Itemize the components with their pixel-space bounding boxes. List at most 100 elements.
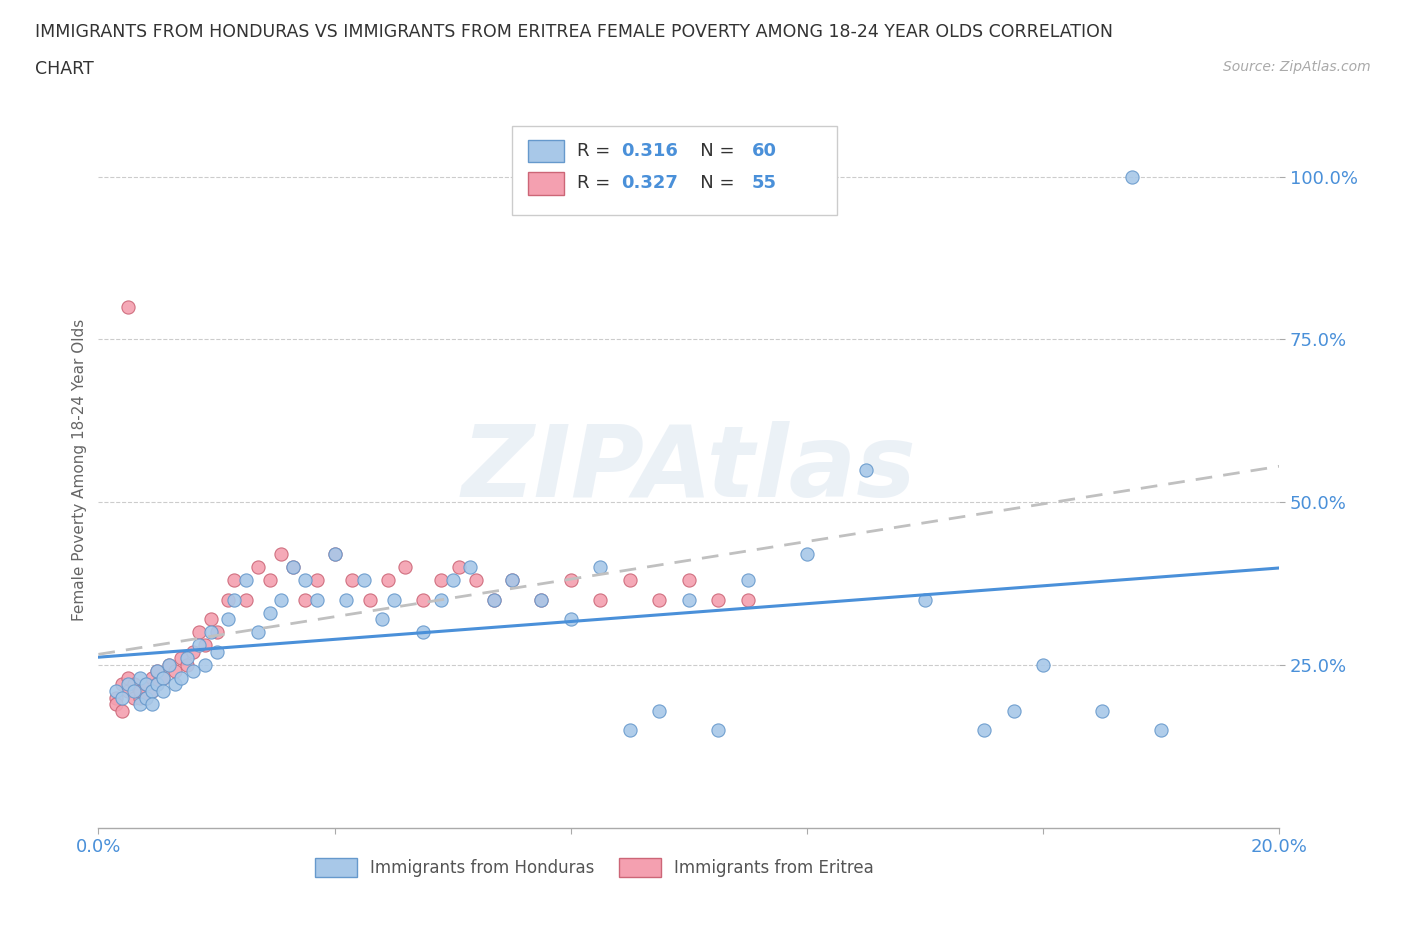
FancyBboxPatch shape bbox=[512, 126, 837, 216]
Point bbox=[117, 299, 139, 314]
Point bbox=[305, 592, 328, 607]
Point bbox=[678, 573, 700, 588]
Point bbox=[235, 592, 257, 607]
Point bbox=[648, 703, 671, 718]
Point bbox=[141, 671, 163, 685]
Point bbox=[371, 612, 394, 627]
Point bbox=[335, 592, 357, 607]
Point bbox=[111, 703, 134, 718]
Point bbox=[217, 592, 239, 607]
Point bbox=[135, 677, 157, 692]
Point bbox=[270, 592, 292, 607]
Point bbox=[294, 592, 316, 607]
Point bbox=[128, 690, 150, 705]
Point bbox=[530, 592, 553, 607]
Point bbox=[294, 573, 316, 588]
Point bbox=[1150, 723, 1173, 737]
Text: CHART: CHART bbox=[35, 60, 94, 78]
Point bbox=[619, 723, 641, 737]
Point bbox=[1032, 658, 1054, 672]
Point bbox=[359, 592, 381, 607]
Point bbox=[678, 592, 700, 607]
Point bbox=[270, 547, 292, 562]
Legend: Immigrants from Honduras, Immigrants from Eritrea: Immigrants from Honduras, Immigrants fro… bbox=[308, 851, 880, 884]
Text: R =: R = bbox=[576, 174, 616, 193]
Point bbox=[187, 625, 209, 640]
Point bbox=[973, 723, 995, 737]
Point bbox=[152, 671, 174, 685]
Point bbox=[737, 592, 759, 607]
Point bbox=[105, 697, 128, 711]
Point bbox=[157, 658, 180, 672]
Point bbox=[194, 638, 217, 653]
Point bbox=[589, 560, 612, 575]
Text: 0.327: 0.327 bbox=[621, 174, 679, 193]
Y-axis label: Female Poverty Among 18-24 Year Olds: Female Poverty Among 18-24 Year Olds bbox=[72, 318, 87, 621]
Point bbox=[412, 625, 434, 640]
Text: 60: 60 bbox=[752, 142, 776, 160]
Point bbox=[165, 677, 187, 692]
Point bbox=[1002, 703, 1025, 718]
Text: N =: N = bbox=[683, 174, 741, 193]
Point bbox=[501, 573, 523, 588]
Point bbox=[465, 573, 488, 588]
Point bbox=[224, 592, 246, 607]
Point bbox=[146, 664, 169, 679]
Point bbox=[200, 612, 222, 627]
Point bbox=[135, 690, 157, 705]
Point bbox=[128, 684, 150, 698]
Point bbox=[323, 547, 346, 562]
Point bbox=[181, 664, 204, 679]
Point bbox=[105, 690, 128, 705]
Point bbox=[501, 573, 523, 588]
Point bbox=[187, 638, 209, 653]
Point bbox=[176, 651, 198, 666]
Point bbox=[117, 677, 139, 692]
Point bbox=[146, 664, 169, 679]
Point bbox=[796, 547, 818, 562]
Point bbox=[382, 592, 405, 607]
Point bbox=[117, 684, 139, 698]
Point bbox=[246, 625, 269, 640]
Point bbox=[283, 560, 305, 575]
Point bbox=[447, 560, 470, 575]
Point bbox=[224, 573, 246, 588]
Point bbox=[217, 612, 239, 627]
Point bbox=[353, 573, 375, 588]
Point bbox=[152, 684, 174, 698]
Point bbox=[914, 592, 936, 607]
Text: ZIPAtlas: ZIPAtlas bbox=[461, 421, 917, 518]
Point bbox=[737, 573, 759, 588]
Point bbox=[176, 658, 198, 672]
Point bbox=[111, 690, 134, 705]
Point bbox=[482, 592, 505, 607]
Point bbox=[430, 592, 453, 607]
Point bbox=[560, 573, 582, 588]
Point bbox=[619, 573, 641, 588]
Text: 55: 55 bbox=[752, 174, 776, 193]
Point bbox=[105, 684, 128, 698]
Point bbox=[165, 664, 187, 679]
Text: N =: N = bbox=[683, 142, 741, 160]
Point bbox=[430, 573, 453, 588]
Point bbox=[323, 547, 346, 562]
Point bbox=[135, 690, 157, 705]
Point bbox=[128, 671, 150, 685]
Point bbox=[181, 644, 204, 659]
Point bbox=[246, 560, 269, 575]
Point bbox=[146, 677, 169, 692]
Point bbox=[235, 573, 257, 588]
FancyBboxPatch shape bbox=[529, 140, 564, 163]
Point bbox=[648, 592, 671, 607]
Point bbox=[146, 677, 169, 692]
Text: IMMIGRANTS FROM HONDURAS VS IMMIGRANTS FROM ERITREA FEMALE POVERTY AMONG 18-24 Y: IMMIGRANTS FROM HONDURAS VS IMMIGRANTS F… bbox=[35, 23, 1114, 41]
Point bbox=[441, 573, 464, 588]
Point bbox=[412, 592, 434, 607]
Point bbox=[707, 723, 730, 737]
Point bbox=[530, 592, 553, 607]
Point bbox=[1121, 169, 1143, 184]
Point bbox=[394, 560, 416, 575]
Point bbox=[460, 560, 482, 575]
Point bbox=[482, 592, 505, 607]
Point bbox=[305, 573, 328, 588]
